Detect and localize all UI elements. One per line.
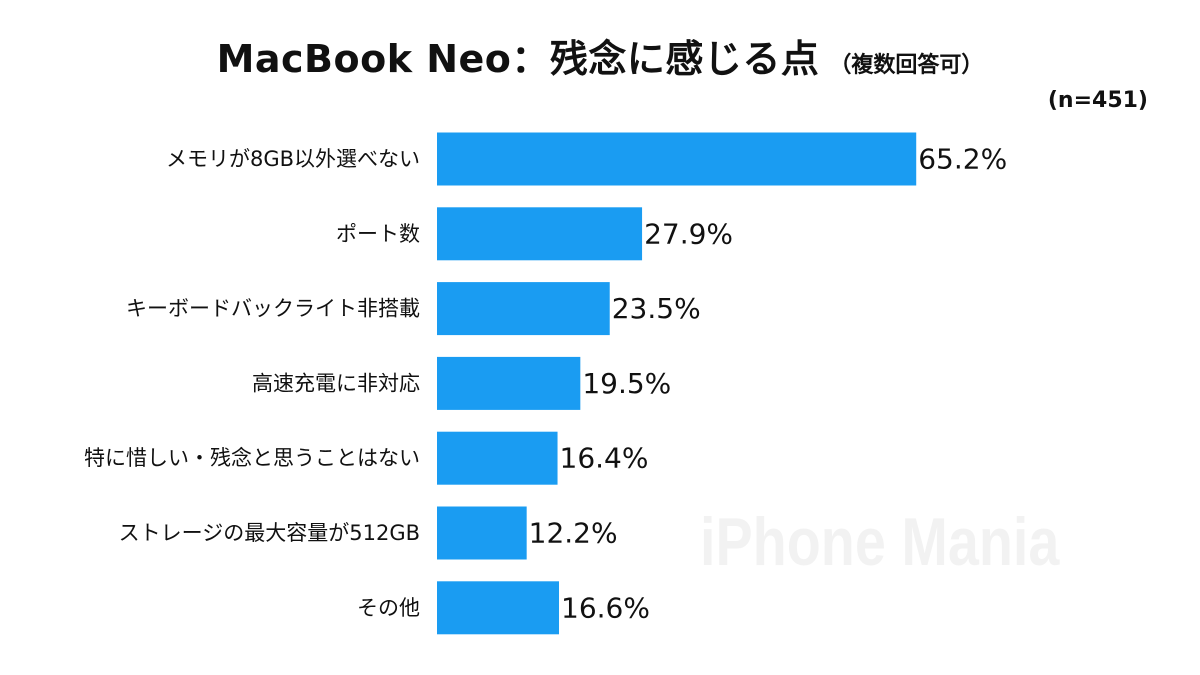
category-label-3: 高速充電に非対応 xyxy=(252,371,420,395)
category-label-2: キーボードバックライト非搭載 xyxy=(126,297,420,321)
bar-0 xyxy=(437,132,917,186)
value-label-4: 16.4% xyxy=(560,442,649,475)
sample-size-label: (n=451) xyxy=(1047,88,1148,113)
value-label-5: 12.2% xyxy=(529,517,618,550)
chart-title: MacBook Neo：残念に感じる点 xyxy=(216,37,820,81)
bar-1 xyxy=(437,207,643,261)
watermark: iPhone Mania xyxy=(700,504,1060,580)
category-label-0: メモリが8GB以外選べない xyxy=(166,147,420,171)
chart-title-block: MacBook Neo：残念に感じる点 （複数回答可） xyxy=(0,28,1200,83)
chart-subtitle: （複数回答可） xyxy=(829,53,984,78)
value-label-0: 65.2% xyxy=(918,143,1007,176)
value-label-3: 19.5% xyxy=(582,367,671,400)
bar-3 xyxy=(437,356,581,410)
value-label-1: 27.9% xyxy=(644,217,733,250)
bar-6 xyxy=(437,581,560,635)
category-label-6: その他 xyxy=(357,596,420,620)
bar-2 xyxy=(437,282,610,336)
value-label-6: 16.6% xyxy=(561,591,650,624)
value-label-2: 23.5% xyxy=(612,292,701,325)
category-label-5: ストレージの最大容量が512GB xyxy=(119,521,420,545)
bar-5 xyxy=(437,506,527,560)
category-label-1: ポート数 xyxy=(336,222,420,246)
category-label-4: 特に惜しい・残念と思うことはない xyxy=(84,446,420,470)
bar-4 xyxy=(437,431,558,485)
